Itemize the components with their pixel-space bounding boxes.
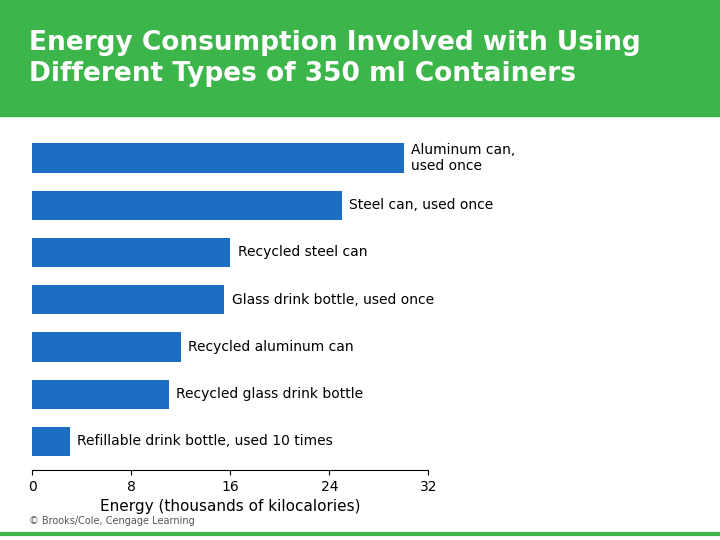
Text: Energy Consumption Involved with Using
Different Types of 350 ml Containers: Energy Consumption Involved with Using D… (29, 30, 641, 86)
Bar (32, 143, 404, 173)
Bar (32, 191, 342, 220)
Text: Glass drink bottle, used once: Glass drink bottle, used once (232, 293, 433, 307)
Bar (32, 238, 230, 267)
X-axis label: Energy (thousands of kilocalories): Energy (thousands of kilocalories) (100, 499, 361, 514)
Bar (32, 427, 70, 456)
Text: Aluminum can,
used once: Aluminum can, used once (411, 143, 516, 173)
Text: Recycled glass drink bottle: Recycled glass drink bottle (176, 387, 363, 401)
Text: Refillable drink bottle, used 10 times: Refillable drink bottle, used 10 times (77, 435, 333, 448)
Text: Recycled aluminum can: Recycled aluminum can (189, 340, 354, 354)
Bar (32, 285, 224, 314)
Bar (32, 380, 168, 409)
Text: Steel can, used once: Steel can, used once (349, 198, 493, 212)
Bar (32, 332, 181, 362)
Text: Recycled steel can: Recycled steel can (238, 246, 367, 259)
Text: © Brooks/Cole, Cengage Learning: © Brooks/Cole, Cengage Learning (29, 516, 194, 526)
